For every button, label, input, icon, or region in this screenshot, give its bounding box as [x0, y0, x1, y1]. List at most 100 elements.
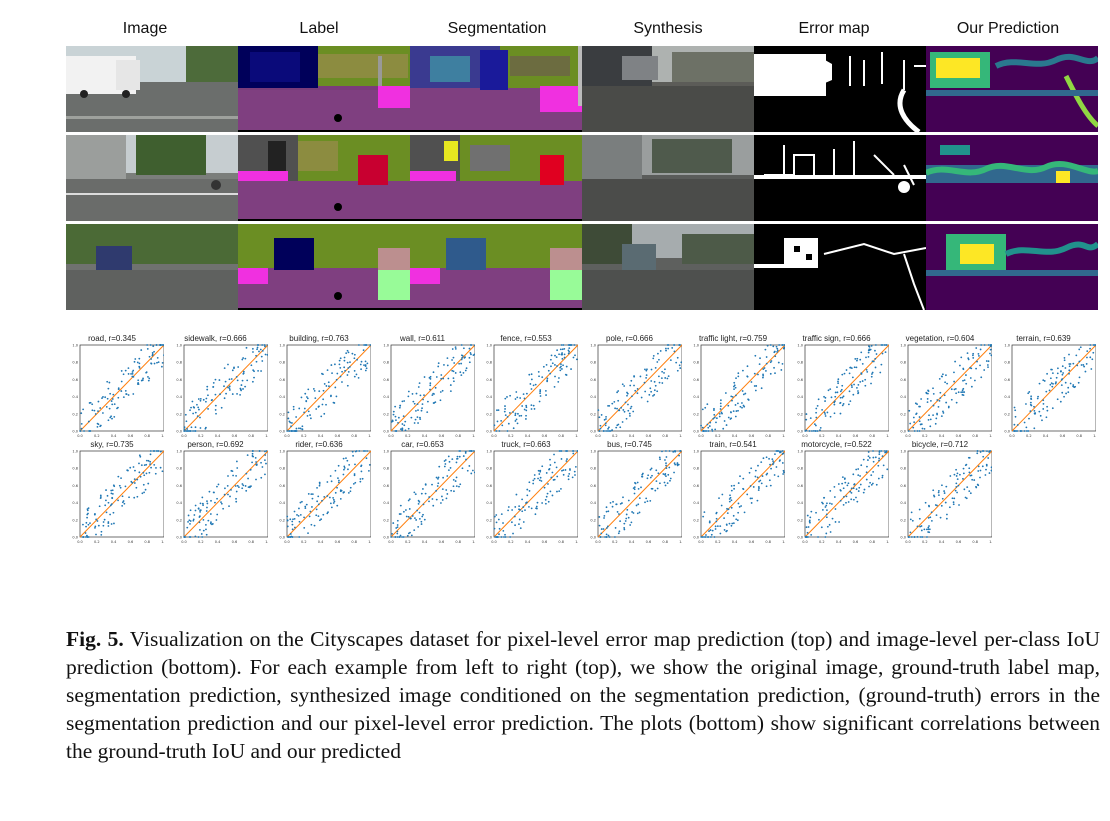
scatter-point: [913, 536, 916, 538]
scatter-point: [875, 483, 878, 486]
scatter-point: [824, 415, 827, 417]
scatter-point: [825, 502, 828, 505]
scatter-point: [622, 527, 625, 529]
scatter-point: [530, 507, 533, 510]
scatter-point: [437, 476, 439, 479]
scatter-point: [660, 450, 663, 453]
scatter-point: [86, 509, 89, 512]
scatter-point: [867, 485, 870, 488]
scatter-point: [805, 526, 807, 529]
x-tick-label: 0.0: [491, 434, 497, 438]
scatter-point: [143, 464, 146, 466]
plot-frame: [286, 450, 371, 538]
scatter-point: [830, 503, 833, 505]
scatter-point: [106, 380, 109, 383]
scatter-point: [460, 344, 463, 346]
x-tick-label: 0.4: [421, 434, 427, 438]
scatter-point: [343, 356, 346, 359]
scatter-point: [493, 515, 496, 518]
scatter-point: [926, 536, 928, 538]
scatter-point: [354, 481, 357, 484]
scatter-point: [331, 372, 333, 375]
scatter-point: [106, 397, 109, 400]
scatter-point: [619, 406, 622, 409]
x-tick-label: 1.0: [575, 540, 578, 544]
scatter-point: [236, 484, 239, 487]
scatter-point: [493, 424, 496, 427]
scatter-point: [86, 534, 88, 537]
scatter-plot: motorcycle, r=0.522 0.0 0.0 0.2 0.2 0.4 0.4 0.6…: [785, 440, 889, 546]
scatter-point: [1048, 383, 1051, 386]
scatter-point: [628, 384, 631, 387]
scatter-point: [138, 471, 141, 474]
scatter-point: [396, 526, 398, 529]
example1-label: [238, 46, 410, 132]
scatter-point: [616, 511, 618, 513]
y-tick-label: 0.0: [797, 430, 803, 434]
x-tick-label: 0.0: [491, 540, 497, 544]
diagonal-line: [79, 450, 164, 538]
scatter-point: [322, 398, 325, 401]
scatter-point: [977, 470, 980, 472]
scatter-point: [234, 500, 237, 503]
scatter-point: [188, 522, 191, 525]
x-tick-label: 1.0: [886, 540, 889, 544]
scatter-point: [834, 521, 836, 523]
scatter-point: [603, 536, 606, 538]
scatter-point: [857, 490, 860, 492]
scatter-point: [234, 485, 237, 487]
scatter-point: [343, 465, 346, 468]
scatter-point: [946, 513, 948, 516]
scatter-point: [138, 454, 141, 457]
scatter-point: [827, 389, 829, 392]
scatter-point: [845, 495, 847, 498]
y-tick-label: 1.0: [72, 450, 78, 454]
scatter-point: [106, 494, 109, 497]
scatter-point: [200, 536, 203, 538]
scatter-point: [646, 474, 649, 477]
scatter-point: [141, 492, 144, 495]
scatter-point: [719, 532, 722, 535]
scatter-point: [214, 519, 217, 521]
scatter-point: [636, 392, 638, 395]
scatter-point: [979, 364, 981, 367]
x-tick-label: 0.6: [645, 434, 651, 438]
scatter-point: [665, 377, 668, 380]
scatter-point: [454, 372, 457, 374]
scatter-point: [446, 357, 448, 360]
scatter-point: [713, 409, 715, 412]
scatter-point: [411, 515, 414, 517]
scatter-point: [454, 348, 457, 350]
scatter-point: [287, 536, 290, 538]
scatter-point: [1029, 395, 1032, 398]
example2-synthesis: [582, 135, 754, 221]
scatter-point: [664, 467, 667, 470]
scatter-point: [301, 425, 304, 428]
example3-our-prediction: [926, 224, 1098, 310]
scatter-point: [311, 497, 314, 500]
scatter-point: [739, 405, 742, 408]
scatter-point: [871, 456, 874, 459]
scatter-point: [808, 430, 810, 432]
scatter-point: [604, 422, 607, 425]
scatter-point: [316, 500, 319, 503]
scatter-point: [199, 399, 201, 402]
scatter-point: [325, 385, 328, 387]
scatter-point: [209, 513, 212, 515]
scatter-point: [653, 389, 656, 392]
scatter-point: [548, 468, 550, 471]
scatter-point: [343, 468, 345, 471]
scatter-point: [845, 484, 848, 487]
scatter-point: [289, 518, 292, 521]
x-tick-label: 0.8: [1076, 434, 1082, 438]
scatter-point: [305, 399, 308, 402]
scatter-point: [567, 349, 570, 352]
scatter-point: [413, 517, 416, 520]
scatter-point: [291, 528, 294, 531]
scatter-point: [617, 532, 620, 535]
scatter-point: [422, 394, 425, 397]
scatter-point: [544, 498, 547, 501]
scatter-point: [416, 409, 419, 412]
scatter-point: [446, 377, 449, 380]
scatter-point: [723, 420, 726, 422]
